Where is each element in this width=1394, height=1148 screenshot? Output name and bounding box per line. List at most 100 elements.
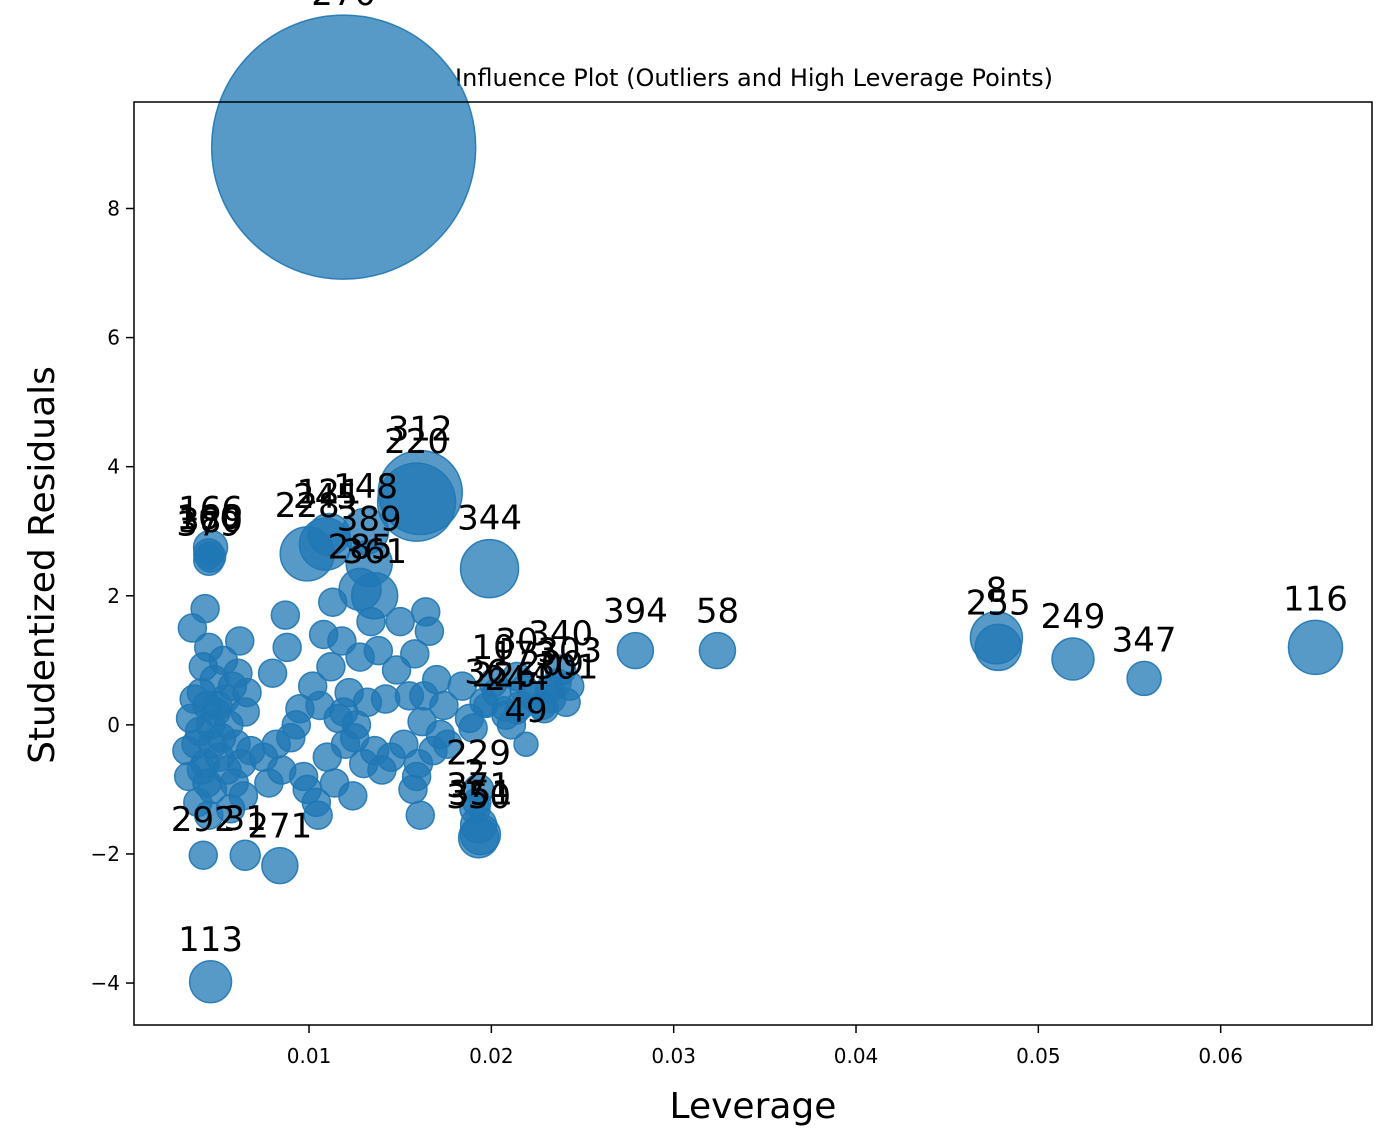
y-tick-label: 8 — [107, 197, 120, 221]
y-tick-label: 4 — [107, 455, 120, 479]
data-point — [414, 616, 445, 647]
data-point-labeled — [229, 839, 261, 871]
data-point-labeled — [261, 846, 299, 885]
data-point — [339, 723, 370, 753]
point-label: 2 — [464, 753, 486, 793]
data-point — [303, 800, 333, 830]
data-point-labeled — [974, 623, 1022, 672]
y-tick-label: 6 — [107, 326, 120, 350]
data-point — [257, 658, 288, 688]
data-point-labeled — [616, 631, 655, 670]
point-label: 244 — [484, 659, 549, 699]
data-point-labeled — [188, 840, 219, 870]
data-point — [432, 729, 463, 759]
y-axis-label: Studentized Residuals — [22, 366, 63, 764]
point-label: 245 — [293, 477, 358, 517]
point-label: 292 — [171, 800, 236, 840]
y-tick-label: −2 — [91, 842, 120, 866]
data-point-labeled — [1287, 619, 1344, 676]
y-tick-label: 0 — [107, 713, 120, 737]
x-tick-label: 0.03 — [651, 1044, 696, 1068]
data-point — [458, 713, 488, 743]
data-point — [409, 681, 439, 711]
point-label: 226 — [472, 656, 537, 696]
x-tick-label: 0.04 — [834, 1044, 879, 1068]
data-point-labeled — [504, 699, 530, 725]
data-point-labeled — [279, 526, 335, 582]
data-point-labeled — [1126, 660, 1162, 697]
labeled-points — [188, 14, 1344, 1004]
point-label: 255 — [966, 583, 1031, 623]
data-point — [186, 755, 217, 785]
x-tick-label: 0.02 — [469, 1044, 514, 1068]
data-point — [447, 671, 477, 701]
data-point — [215, 794, 246, 824]
chart-title: Influence Plot (Outliers and High Levera… — [455, 64, 1053, 92]
point-label: 30 — [495, 621, 538, 661]
point-label: 113 — [178, 920, 243, 960]
point-label: 8 — [986, 571, 1008, 611]
point-label: 301 — [534, 647, 599, 687]
data-point-labeled — [350, 572, 399, 620]
point-label: 31 — [224, 799, 267, 839]
point-label: 389 — [337, 500, 402, 540]
data-point-labeled — [210, 14, 477, 280]
point-label: 371 — [446, 766, 511, 806]
data-point — [328, 697, 359, 727]
data-point — [272, 632, 302, 663]
point-label: 303 — [537, 631, 602, 671]
data-point — [270, 600, 301, 630]
data-point-labeled — [188, 960, 233, 1004]
data-point-labeled — [513, 731, 539, 757]
point-label: 350 — [446, 777, 511, 817]
data-point — [223, 658, 253, 688]
data-point — [316, 652, 346, 682]
point-labels: 2703122201661603803791211482452283892853… — [171, 0, 1348, 960]
data-point-labeled — [376, 462, 457, 542]
y-tick-label: −4 — [91, 971, 120, 995]
data-point — [400, 639, 430, 669]
point-label: 380 — [178, 501, 243, 541]
point-label: 228 — [275, 486, 340, 526]
point-label: 229 — [446, 733, 511, 773]
point-label: 344 — [457, 499, 522, 539]
point-label: 58 — [696, 592, 739, 632]
data-point-labeled — [459, 538, 520, 599]
x-tick-label: 0.05 — [1016, 1044, 1061, 1068]
data-point — [401, 761, 432, 792]
point-label: 340 — [528, 614, 593, 654]
data-point-labeled — [1051, 637, 1095, 681]
point-label: 148 — [333, 467, 398, 507]
data-point — [385, 606, 415, 637]
data-point-labeled — [698, 631, 737, 670]
point-label: 220 — [384, 422, 449, 462]
data-point-labeled — [551, 687, 581, 718]
data-point — [190, 593, 220, 624]
data-point — [405, 800, 436, 830]
x-axis-ticks: 0.01 0.02 0.03 0.04 0.05 0.06 — [287, 1025, 1243, 1068]
data-point — [224, 626, 255, 656]
data-point-labeled — [193, 544, 225, 577]
data-point — [338, 781, 368, 811]
y-axis-ticks: −4 −2 0 2 4 6 8 — [91, 197, 134, 995]
point-label: 116 — [1283, 579, 1348, 619]
point-label: 209 — [519, 644, 584, 684]
point-label: 173 — [492, 634, 557, 674]
point-label: 347 — [1112, 620, 1177, 660]
plot-frame — [133, 101, 1373, 1026]
point-label: 160 — [176, 498, 241, 538]
data-point — [197, 729, 228, 759]
x-axis-label: Leverage — [670, 1086, 837, 1127]
point-label: 351 — [448, 774, 513, 814]
point-label: 49 — [504, 691, 547, 731]
point-label: 379 — [176, 504, 241, 544]
point-label: 249 — [1041, 597, 1106, 637]
y-tick-label: 2 — [107, 584, 120, 608]
x-tick-label: 0.06 — [1198, 1044, 1243, 1068]
data-point — [230, 697, 260, 727]
x-tick-label: 0.01 — [287, 1044, 332, 1068]
point-label: 36 — [464, 653, 507, 693]
point-label: 166 — [178, 489, 243, 529]
point-label: 394 — [603, 592, 668, 632]
